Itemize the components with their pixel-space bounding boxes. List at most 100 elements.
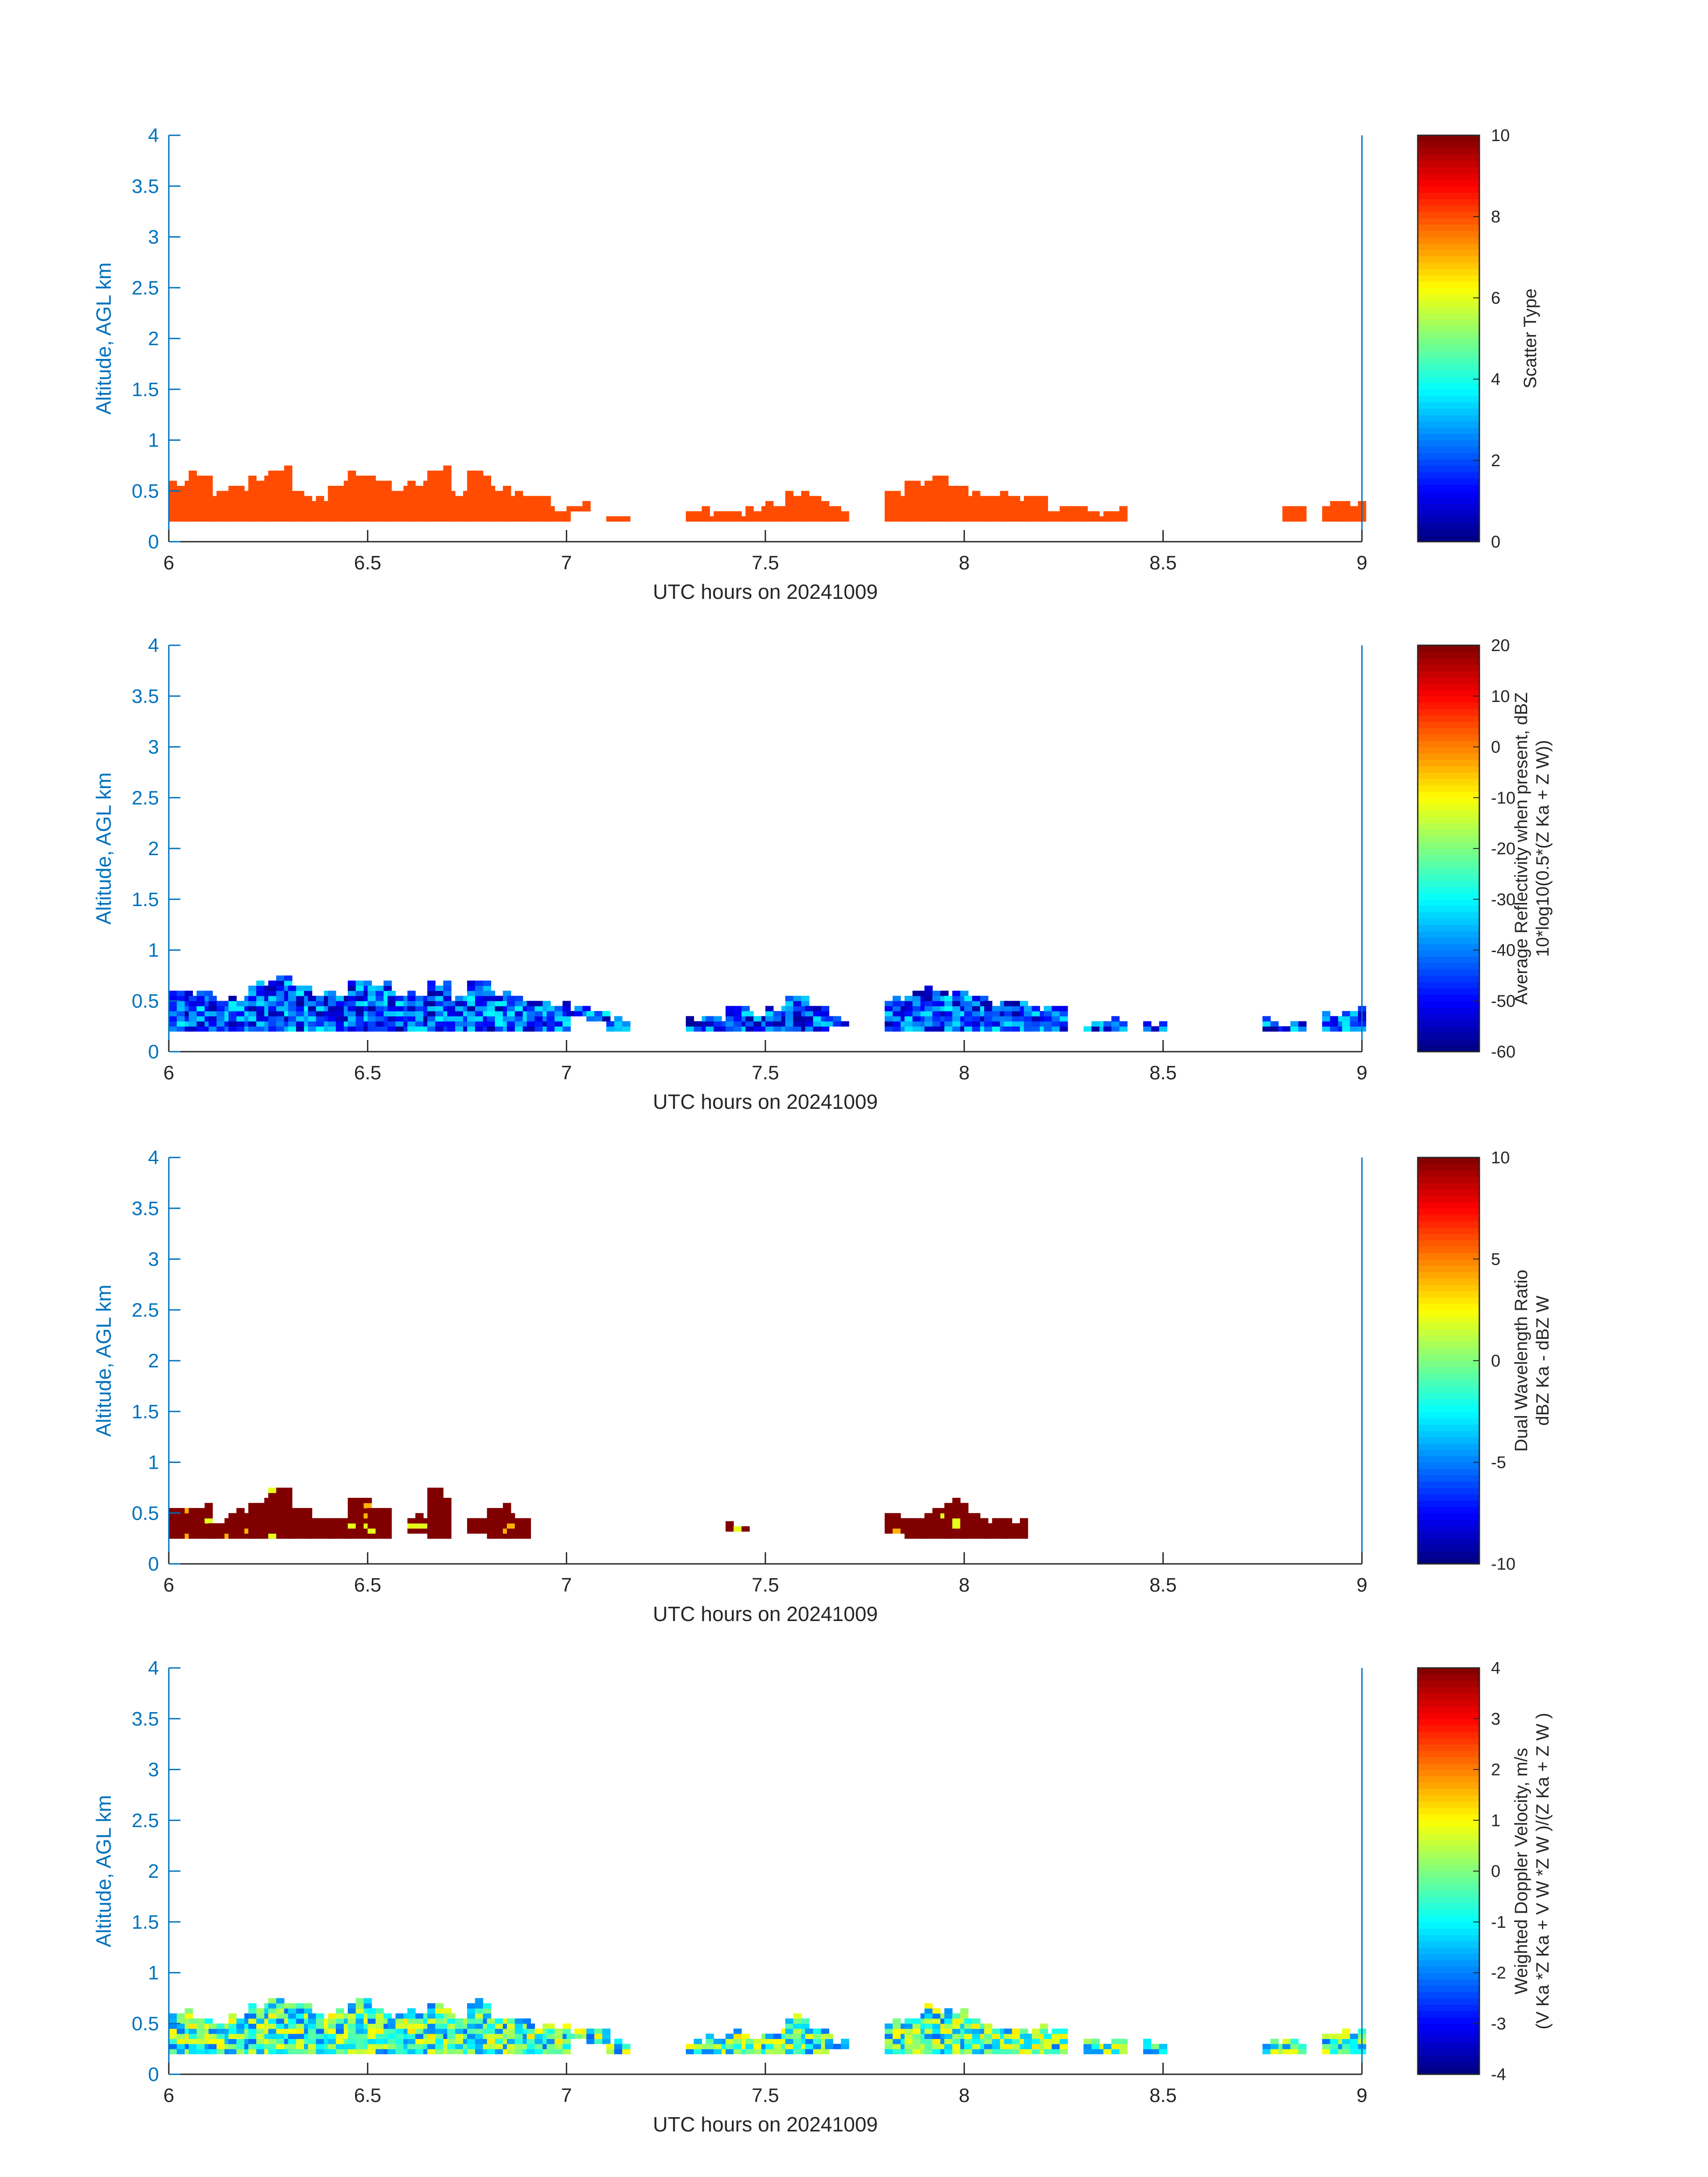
data-cell <box>196 1016 205 1022</box>
data-cell <box>693 2049 702 2055</box>
data-cell <box>256 2043 265 2049</box>
data-cell <box>435 1016 444 1022</box>
data-cell <box>256 990 265 996</box>
data-cell <box>355 2034 364 2039</box>
data-cell <box>176 1006 185 1011</box>
colorbar-step <box>1418 1392 1479 1400</box>
colorbar-step <box>1418 434 1479 441</box>
data-cell <box>467 1523 476 1529</box>
colorbar-step <box>1418 427 1479 435</box>
data-cell <box>196 1011 205 1016</box>
data-cell <box>407 1026 416 1032</box>
data-cell <box>176 516 185 522</box>
data-cell <box>924 2003 933 2009</box>
data-cell <box>825 506 833 512</box>
data-cell <box>1262 2049 1271 2055</box>
data-cell <box>904 1528 913 1534</box>
data-cell <box>447 2013 455 2019</box>
data-cell <box>1270 1026 1279 1032</box>
data-cell <box>622 516 631 522</box>
data-cell <box>336 1001 344 1007</box>
colorbar-step <box>1418 408 1479 415</box>
data-cell <box>745 1011 754 1016</box>
data-cell <box>347 485 356 491</box>
data-cell <box>483 476 491 481</box>
data-cell <box>475 2043 484 2049</box>
data-cell <box>885 2043 893 2049</box>
data-cell <box>216 2039 225 2044</box>
data-cell <box>447 496 455 501</box>
data-cell <box>276 1492 284 1498</box>
data-cell <box>526 2023 535 2029</box>
data-cell <box>256 1533 265 1539</box>
data-cell <box>487 1528 495 1534</box>
data-cell <box>336 1016 344 1022</box>
data-cell <box>228 2018 237 2024</box>
data-cell <box>1040 496 1048 501</box>
data-cell <box>1023 2049 1032 2055</box>
data-cell <box>176 2028 185 2034</box>
data-cell <box>188 485 197 491</box>
colorbar-step <box>1418 1322 1479 1329</box>
data-cell <box>427 1016 436 1022</box>
data-cell <box>268 1011 277 1016</box>
data-cell <box>336 506 344 512</box>
data-cell <box>1322 2043 1331 2049</box>
data-cell <box>885 1016 893 1022</box>
data-cell <box>1330 501 1339 506</box>
y-axis-label: Altitude, AGL km <box>92 1795 115 1947</box>
data-cell <box>547 506 555 512</box>
data-cell <box>188 1001 197 1007</box>
data-cell <box>952 2023 960 2029</box>
data-cell <box>288 511 296 517</box>
data-cell <box>209 2043 217 2049</box>
data-cell <box>733 1021 742 1027</box>
data-cell <box>1012 496 1020 501</box>
data-cell <box>256 2049 265 2055</box>
data-cell <box>435 476 444 481</box>
data-cell <box>387 1016 396 1022</box>
data-cell <box>813 1021 822 1027</box>
data-cell <box>435 506 444 512</box>
data-cell <box>514 1533 523 1539</box>
data-cell <box>256 1021 265 1027</box>
data-cell <box>384 481 392 486</box>
colorbar-step <box>1418 918 1479 925</box>
data-cell <box>972 1026 981 1032</box>
data-cell <box>495 1528 503 1534</box>
data-cell <box>785 501 793 506</box>
data-cell <box>347 481 356 486</box>
data-cell <box>376 481 384 486</box>
data-cell <box>188 1508 197 1513</box>
data-cell <box>507 1533 515 1539</box>
data-cell <box>376 2049 384 2055</box>
data-cell <box>904 995 913 1001</box>
data-cell <box>554 2028 563 2034</box>
data-cell <box>1012 1523 1020 1529</box>
data-cell <box>288 1513 296 1519</box>
data-cell <box>745 1026 754 1032</box>
data-cell <box>984 2023 993 2029</box>
data-cell <box>455 506 464 512</box>
data-cell <box>984 1523 993 1529</box>
data-cell <box>276 1518 284 1524</box>
data-cell <box>1119 511 1128 517</box>
data-cell <box>367 485 376 491</box>
data-cell <box>912 995 921 1001</box>
data-cell <box>602 1016 611 1022</box>
data-cell <box>992 1523 1001 1529</box>
data-cell <box>952 1523 960 1529</box>
data-cell <box>296 2008 305 2014</box>
colorbar-step <box>1418 759 1479 766</box>
y-tick-label: 3.5 <box>132 1198 159 1220</box>
data-cell <box>276 1998 284 2004</box>
data-cell <box>376 1533 384 1539</box>
data-cell <box>1350 1016 1358 1022</box>
data-cell <box>765 501 774 506</box>
data-cell <box>944 2043 953 2049</box>
colorbar-step <box>1418 1706 1479 1713</box>
data-cell <box>228 1026 237 1032</box>
data-cell <box>1031 1016 1040 1022</box>
data-cell <box>622 2049 631 2055</box>
data-cell <box>487 1016 495 1022</box>
